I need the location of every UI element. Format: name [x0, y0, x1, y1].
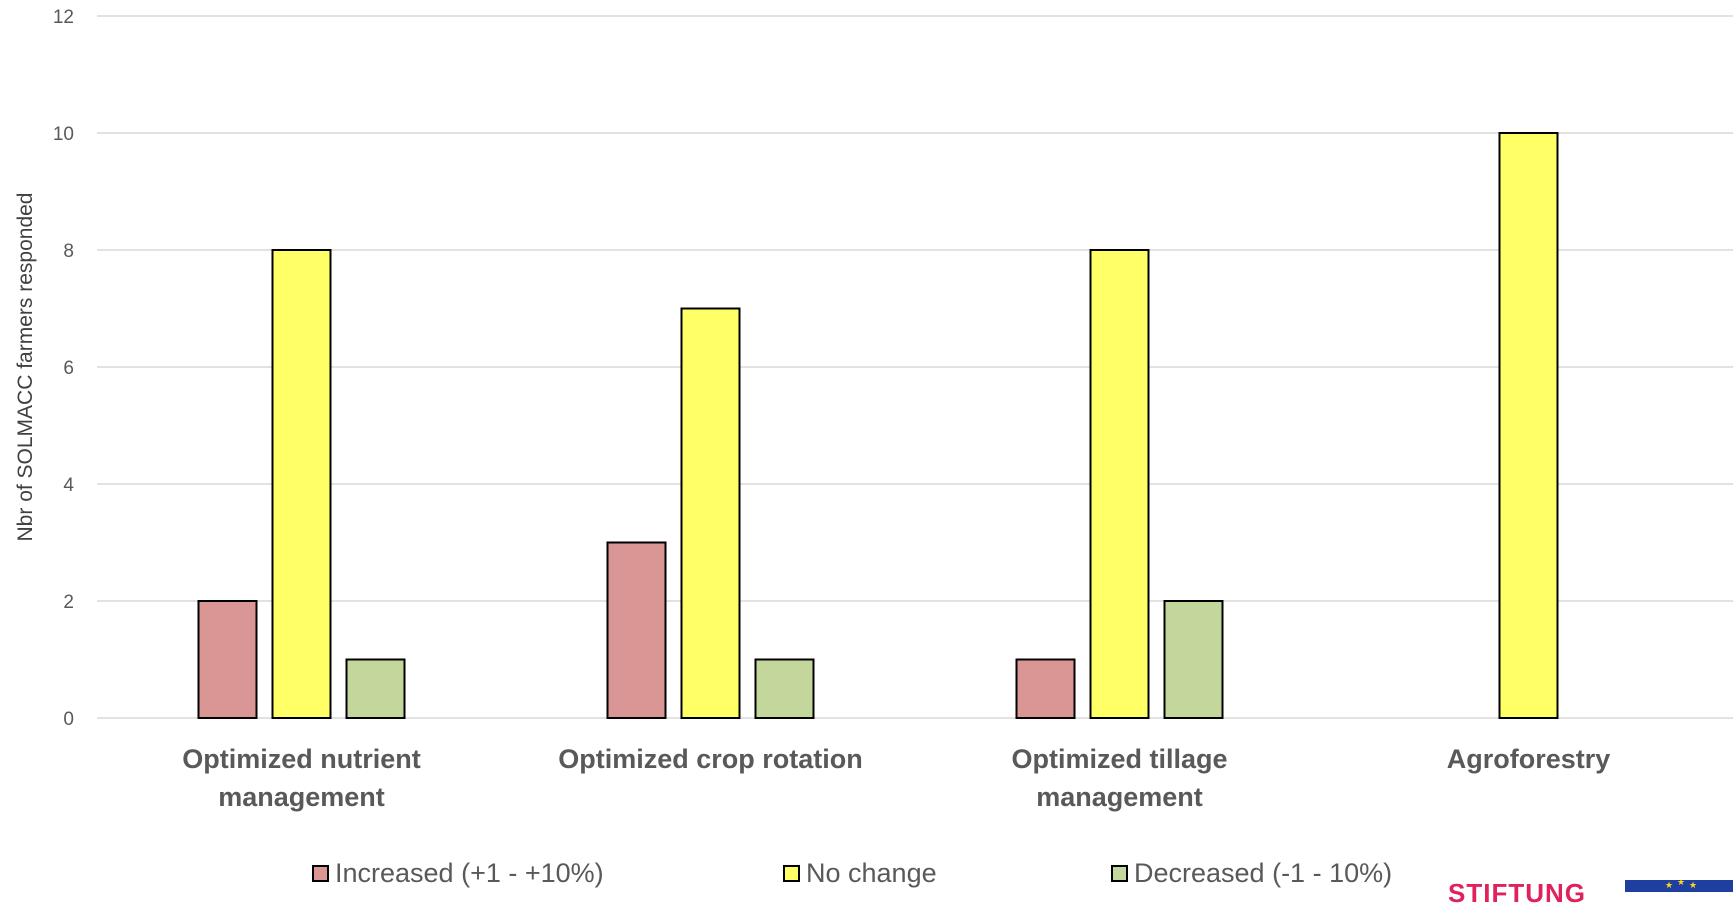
bar-no-change — [1089, 249, 1150, 719]
legend-swatch-decreased — [1111, 865, 1128, 882]
bar-no-change — [680, 307, 741, 719]
y-tick-label: 8 — [63, 241, 74, 262]
legend: Increased (+1 - +10%) No change Decrease… — [0, 858, 1733, 892]
bar-decreased — [1163, 600, 1224, 719]
y-tick-label: 10 — [53, 124, 74, 145]
x-category-label: Optimized nutrient — [182, 744, 421, 774]
bar-decreased — [345, 658, 406, 719]
bar-no-change — [271, 249, 332, 719]
y-tick-label: 4 — [63, 475, 74, 496]
x-category-label: Optimized crop rotation — [558, 744, 863, 774]
legend-swatch-increased — [312, 865, 329, 882]
legend-item-decreased: Decreased (-1 - 10%) — [1111, 858, 1392, 889]
bar-increased — [1015, 658, 1076, 719]
legend-swatch-no-change — [783, 865, 800, 882]
bar-no-change — [1498, 132, 1559, 719]
x-category-label: management — [218, 782, 385, 812]
legend-label-increased: Increased (+1 - +10%) — [335, 858, 604, 888]
legend-label-decreased: Decreased (-1 - 10%) — [1134, 858, 1393, 888]
x-category-label: management — [1036, 782, 1203, 812]
eu-flag-icon: ★ ★ ★ — [1625, 880, 1733, 892]
x-category-label: Agroforestry — [1447, 744, 1611, 774]
legend-label-no-change: No change — [806, 858, 937, 888]
x-category-label: Optimized tillage — [1011, 744, 1227, 774]
y-tick-label: 0 — [63, 709, 74, 730]
legend-item-no-change: No change — [783, 858, 937, 889]
y-tick-label: 12 — [53, 7, 74, 28]
bar-decreased — [754, 658, 815, 719]
stiftung-logo: STIFTUNG — [1448, 878, 1586, 908]
y-tick-label: 2 — [63, 592, 74, 613]
y-axis-label: Nbr of SOLMACC farmers responded — [14, 193, 37, 542]
bar-increased — [606, 541, 667, 719]
bar-increased — [197, 600, 258, 719]
y-tick-label: 6 — [63, 358, 74, 379]
legend-item-increased: Increased (+1 - +10%) — [312, 858, 604, 889]
